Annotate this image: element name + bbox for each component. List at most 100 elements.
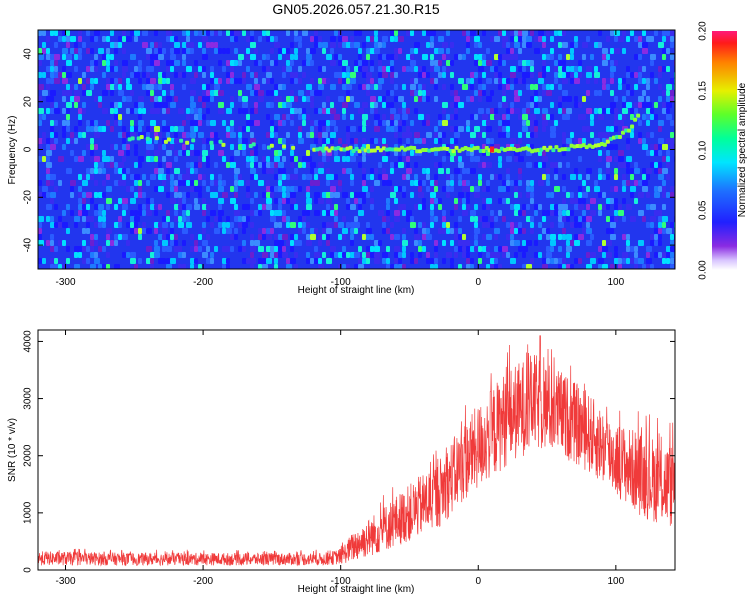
heatmap-cell (258, 210, 262, 216)
heatmap-cell (426, 168, 430, 174)
heatmap-cell (94, 210, 98, 216)
heatmap-cell (230, 198, 236, 204)
heatmap-cell (662, 102, 666, 108)
heatmap-cell (570, 42, 574, 48)
heatmap-cell (106, 60, 110, 66)
heatmap-cell (370, 234, 374, 240)
heatmap-cell (522, 126, 528, 132)
heatmap-cell (290, 42, 294, 48)
heatmap-cell (86, 204, 90, 210)
heatmap-cell (514, 204, 520, 210)
heatmap-cell (658, 96, 662, 102)
heatmap-cell (166, 192, 170, 198)
heatmap-cell (386, 126, 390, 132)
heatmap-cell (318, 162, 324, 168)
heatmap-cell (306, 186, 310, 192)
heatmap-cell (158, 186, 164, 192)
heatmap-cell (626, 138, 630, 144)
heatmap-cell (546, 234, 550, 240)
heatmap-cell (50, 78, 54, 84)
heatmap-cell (418, 192, 424, 198)
heatmap-cell (134, 102, 138, 108)
heatmap-cell (458, 240, 462, 246)
heatmap-cell (302, 156, 306, 162)
heatmap-cell (226, 258, 230, 264)
heatmap-cell (358, 264, 364, 269)
heatmap-cell (490, 264, 494, 269)
heatmap-cell (334, 210, 338, 216)
heatmap-cell (174, 48, 180, 54)
heatmap-cell (394, 210, 400, 216)
heatmap-cell (310, 36, 314, 42)
heatmap-cell (586, 168, 592, 174)
heatmap-cell (250, 222, 254, 228)
heatmap-cell (242, 78, 246, 84)
heatmap-cell (290, 162, 294, 168)
ridge-point (557, 148, 562, 153)
heatmap-cell (606, 252, 612, 258)
heatmap-cell (270, 102, 274, 108)
heatmap-cell (322, 48, 326, 54)
heatmap-cell (290, 72, 294, 78)
ridge-point (163, 139, 168, 144)
heatmap-cell (518, 174, 522, 180)
heatmap-cell (542, 174, 546, 180)
heatmap-cell (366, 36, 370, 42)
heatmap-cell (510, 180, 514, 186)
heatmap-cell (54, 108, 60, 114)
heatmap-cell (394, 186, 398, 192)
heatmap-cell (54, 258, 58, 264)
heatmap-cell (122, 96, 126, 102)
heatmap-cell (226, 48, 230, 54)
heatmap-cell (454, 126, 458, 132)
heatmap-cell (474, 192, 480, 198)
heatmap-cell (370, 36, 374, 42)
heatmap-cell (74, 84, 78, 90)
heatmap-cell (662, 180, 666, 186)
heatmap-cell (262, 228, 266, 234)
heatmap-cell (354, 198, 358, 204)
heatmap-cell (486, 60, 492, 66)
heatmap-cell (234, 180, 238, 186)
heatmap-cell (374, 48, 380, 54)
heatmap-cell (302, 72, 306, 78)
heatmap-cell (318, 108, 322, 114)
heatmap-cell (614, 252, 618, 258)
heatmap-cell (282, 66, 286, 72)
heatmap-cell (566, 54, 570, 60)
heatmap-cell (458, 192, 464, 198)
heatmap-cell (462, 84, 468, 90)
heatmap-cell (626, 258, 630, 264)
heatmap-cell (558, 246, 562, 252)
heatmap-cell (414, 48, 418, 54)
heatmap-cell (162, 234, 166, 240)
ridge-point (545, 147, 550, 152)
heatmap-cell (602, 174, 606, 180)
heatmap-cell (286, 60, 290, 66)
heatmap-cell (326, 54, 332, 60)
heatmap-cell (86, 66, 90, 72)
ridge-point (614, 134, 619, 139)
heatmap-cell (122, 48, 126, 54)
heatmap-cell (494, 108, 498, 114)
heatmap-cell (82, 258, 86, 264)
ridge-point (357, 149, 362, 154)
heatmap-cell (202, 90, 206, 96)
ridge-point (281, 144, 286, 149)
heatmap-cell (122, 66, 128, 72)
heatmap-cell (570, 210, 574, 216)
heatmap-cell (502, 90, 506, 96)
heatmap-cell (458, 78, 464, 84)
heatmap-cell (490, 222, 494, 228)
heatmap-cell (138, 66, 142, 72)
heatmap-cell (506, 120, 510, 126)
heatmap-cell (114, 108, 118, 114)
heatmap-cell (114, 162, 118, 168)
heatmap-cell (134, 210, 138, 216)
heatmap-cell (170, 174, 174, 180)
heatmap-cell (294, 264, 298, 269)
heatmap-cell (198, 264, 202, 269)
heatmap-cell (546, 192, 550, 198)
heatmap-cell (606, 84, 610, 90)
